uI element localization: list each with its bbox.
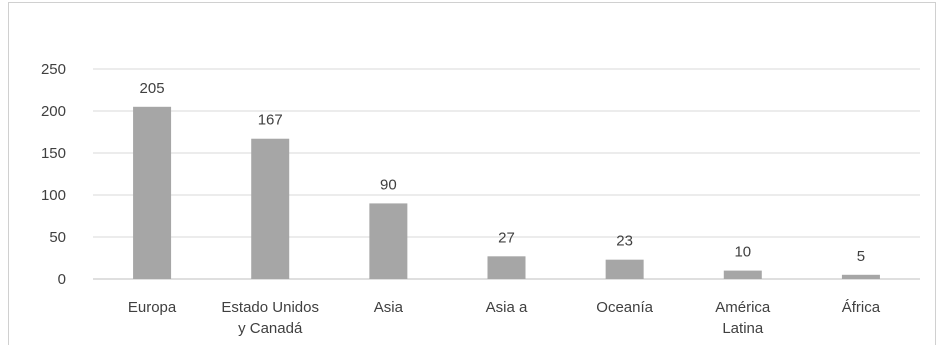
- bar: [723, 270, 762, 279]
- category-label: Asia: [374, 299, 404, 316]
- data-label: 10: [734, 244, 751, 261]
- category-label: Asia a: [486, 299, 528, 316]
- bar: [841, 274, 880, 279]
- y-tick-label: 200: [41, 103, 66, 120]
- category-label: África: [842, 299, 881, 316]
- bar: [369, 203, 408, 279]
- bar: [605, 259, 644, 279]
- y-tick-label: 100: [41, 187, 66, 204]
- category-label: América: [715, 299, 771, 316]
- data-label: 27: [498, 229, 515, 246]
- data-label: 5: [857, 248, 865, 265]
- bar: [487, 256, 526, 279]
- y-tick-label: 50: [49, 229, 66, 246]
- y-tick-label: 0: [58, 271, 66, 288]
- data-label: 90: [380, 176, 397, 193]
- data-label: 167: [258, 112, 283, 129]
- category-label: Europa: [128, 299, 177, 316]
- category-label: Oceanía: [596, 299, 653, 316]
- category-label: Estado Unidos: [221, 299, 319, 316]
- bar: [251, 138, 290, 279]
- category-label: Latina: [722, 320, 764, 337]
- data-label: 205: [140, 80, 165, 97]
- y-tick-label: 250: [41, 61, 66, 78]
- bar: [133, 106, 172, 279]
- data-label: 23: [616, 233, 633, 250]
- category-label: y Canadá: [238, 320, 303, 337]
- chart-border: [8, 2, 936, 345]
- y-tick-label: 150: [41, 145, 66, 162]
